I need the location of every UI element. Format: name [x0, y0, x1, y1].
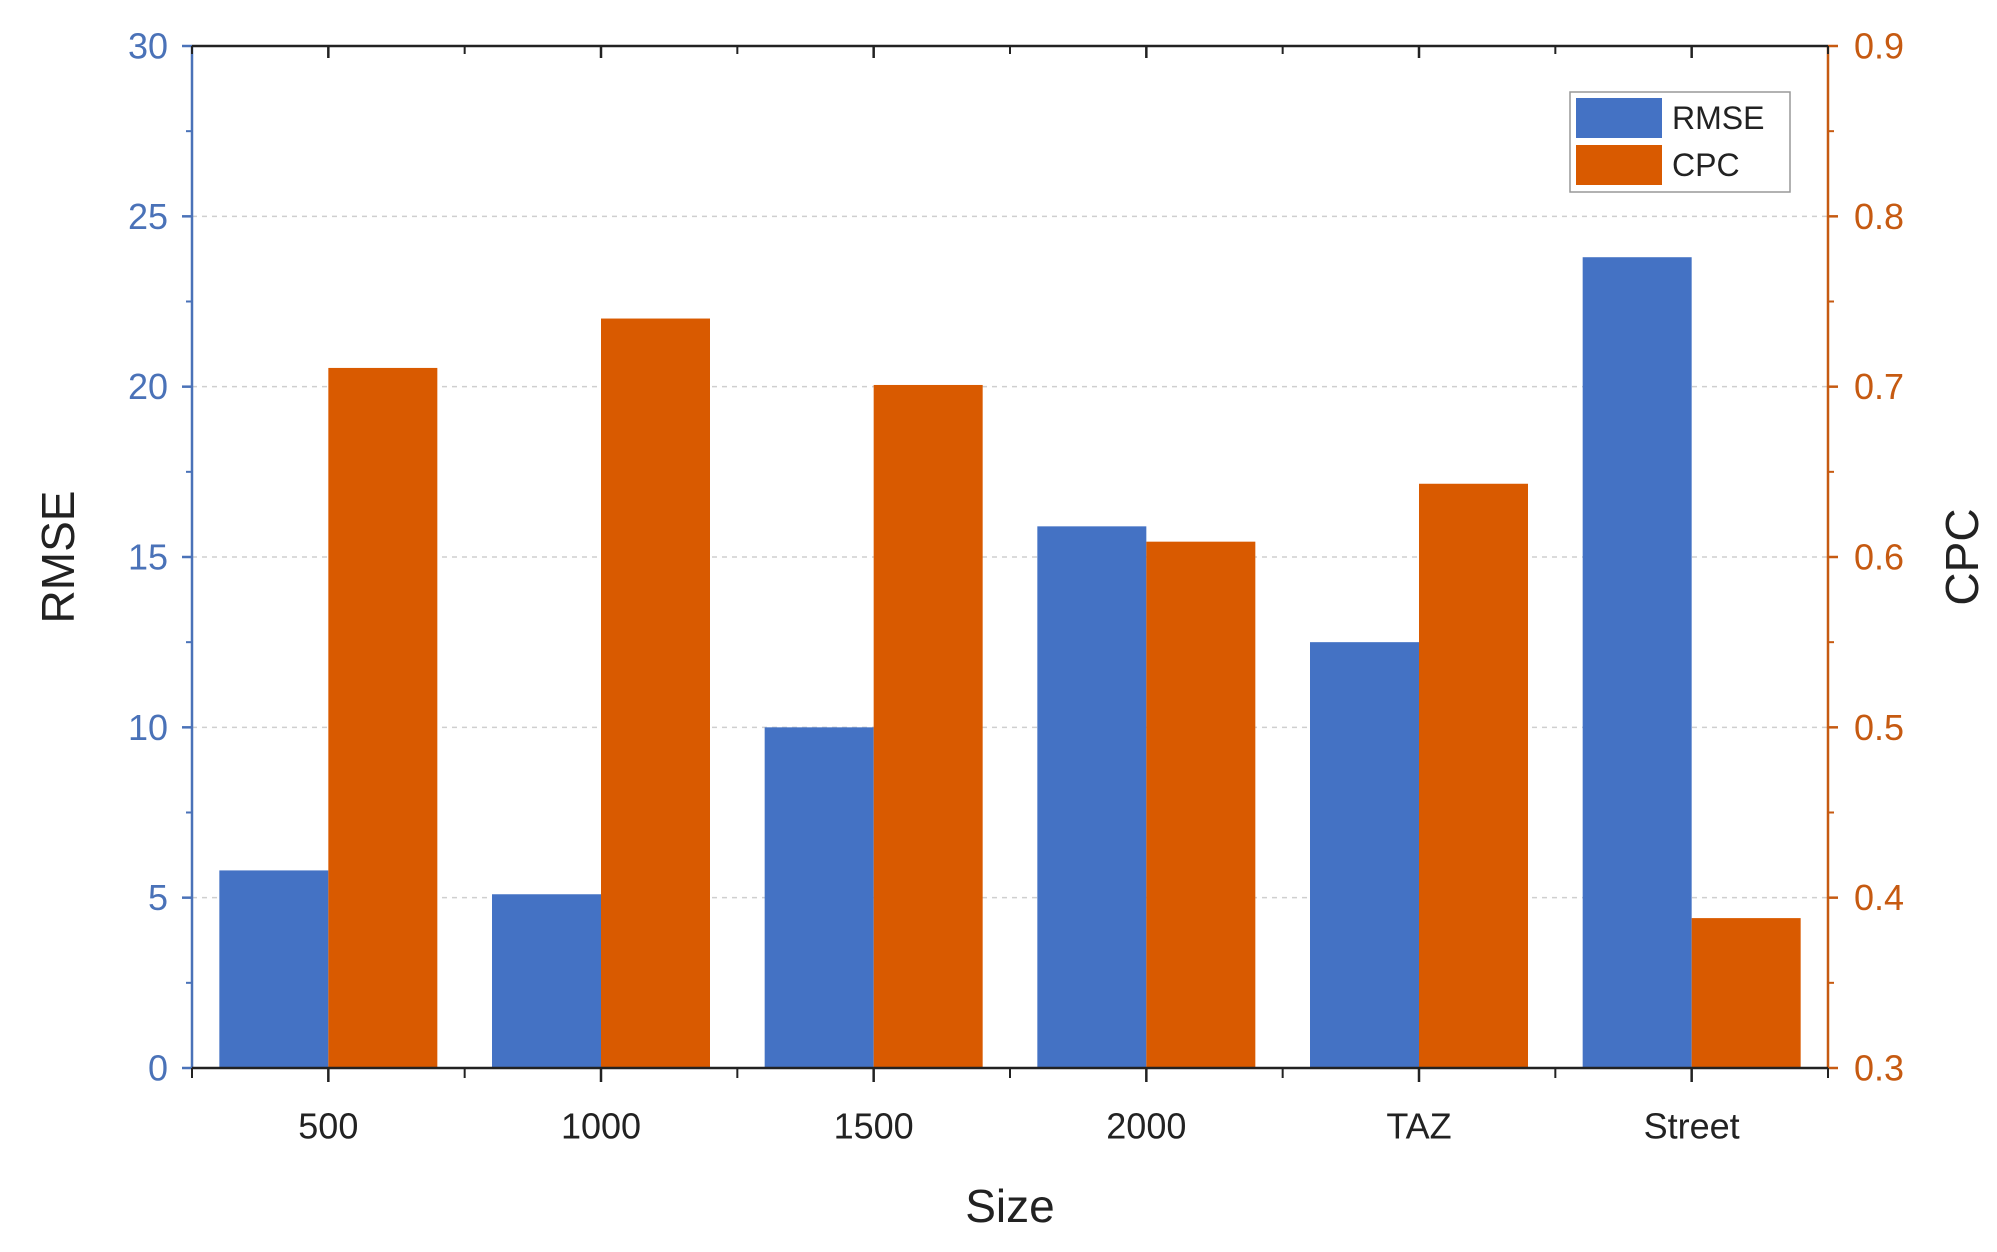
bar-cpc-2000 [1146, 541, 1256, 1068]
y-tick-label: 0 [148, 1048, 168, 1089]
ticks [182, 44, 1838, 1082]
x-axis-title: Size [965, 1180, 1054, 1232]
y2-tick-label: 0.4 [1854, 877, 1904, 918]
bar-rmse-1500 [764, 727, 874, 1068]
y-tick-label: 30 [128, 26, 168, 67]
x-tick-label: Street [1644, 1106, 1740, 1147]
bar-rmse-500 [219, 870, 329, 1068]
bar-cpc-1000 [601, 318, 710, 1068]
y2-tick-label: 0.8 [1854, 196, 1904, 237]
legend-label-cpc: CPC [1672, 147, 1740, 183]
bar-cpc-500 [328, 367, 438, 1068]
y2-axis-title: CPC [1936, 508, 1988, 605]
x-tick-label: 2000 [1106, 1106, 1186, 1147]
y2-tick-label: 0.6 [1854, 537, 1904, 578]
bar-rmse-taz [1310, 642, 1419, 1068]
bar-cpc-street [1691, 918, 1801, 1068]
y-tick-label: 10 [128, 707, 168, 748]
y2-tick-label: 0.3 [1854, 1048, 1904, 1089]
bar-rmse-2000 [1037, 526, 1147, 1068]
y-tick-label: 20 [128, 366, 168, 407]
bars [219, 257, 1801, 1068]
gridlines [192, 215, 1828, 899]
bar-cpc-1500 [873, 384, 983, 1068]
legend-label-rmse: RMSE [1672, 100, 1764, 136]
y2-tick-label: 0.7 [1854, 366, 1904, 407]
legend-swatch-rmse [1576, 98, 1662, 138]
y-tick-label: 5 [148, 877, 168, 918]
legend: RMSE CPC [1569, 91, 1791, 193]
labels: 0 5 10 15 20 25 30 0.3 0.4 0.5 0.6 0.7 0.8 0.9 500 1000… [32, 26, 1988, 1233]
x-tick-label: 1500 [834, 1106, 914, 1147]
x-tick-label: 1000 [561, 1106, 641, 1147]
y2-tick-label: 0.9 [1854, 26, 1904, 67]
bar-cpc-taz [1419, 483, 1528, 1068]
x-tick-label: 500 [298, 1106, 358, 1147]
bar-rmse-street [1582, 257, 1692, 1068]
y2-tick-label: 0.5 [1854, 707, 1904, 748]
legend-swatch-cpc [1576, 145, 1662, 185]
y-axis-title: RMSE [32, 491, 84, 624]
y-tick-label: 15 [128, 537, 168, 578]
y-tick-label: 25 [128, 196, 168, 237]
bar-rmse-1000 [492, 894, 601, 1068]
x-tick-label: TAZ [1386, 1106, 1451, 1147]
